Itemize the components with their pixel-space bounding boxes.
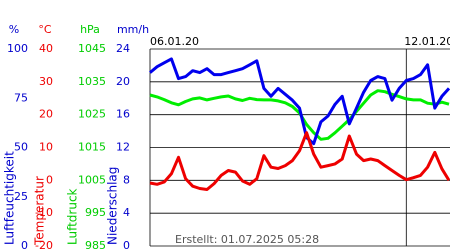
- y-tick-label: 985: [85, 239, 106, 250]
- y-tick-label: 0: [123, 239, 130, 250]
- y-tick-label: 1025: [78, 108, 106, 121]
- y-tick-label: 4: [123, 206, 130, 219]
- y-tick-label: 10: [39, 141, 53, 154]
- y-tick-label: 995: [85, 206, 106, 219]
- y-tick-label: 12: [116, 141, 130, 154]
- axis-title: Luftdruck: [66, 188, 80, 245]
- y-tick-label: 25: [14, 190, 28, 203]
- footer: Erstellt: 01.07.2025 05:28: [175, 233, 319, 246]
- y-tick-label: 20: [39, 108, 53, 121]
- y-tick-label: 24: [116, 42, 130, 55]
- x-tick-label: 12.01.20: [404, 35, 450, 48]
- axis-unit: °C: [38, 23, 52, 36]
- series-line: [149, 57, 450, 146]
- y-tick-label: 100: [7, 42, 28, 55]
- y-tick-label: 1045: [78, 42, 106, 55]
- x-tick-label: 06.01.20: [150, 35, 199, 48]
- axis-title: Niederschlag: [106, 167, 120, 245]
- y-tick-label: 40: [39, 42, 53, 55]
- series-line: [149, 131, 450, 191]
- axis-title: Temperatur: [33, 176, 47, 246]
- y-tick-label: 75: [14, 91, 28, 104]
- y-tick-label: 30: [39, 75, 53, 88]
- y-tick-label: 1035: [78, 75, 106, 88]
- axis-unit: %: [9, 23, 19, 36]
- axis-unit: hPa: [80, 23, 100, 36]
- y-tick-label: 8: [123, 173, 130, 186]
- y-tick-label: 50: [14, 141, 28, 154]
- y-tick-label: 20: [116, 75, 130, 88]
- y-tick-label: 0: [21, 239, 28, 250]
- y-tick-label: -20: [35, 239, 53, 250]
- y-tick-label: 1005: [78, 173, 106, 186]
- axis-title: Luftfeuchtigkeit: [3, 151, 17, 245]
- y-tick-label: 16: [116, 108, 130, 121]
- y-tick-label: 1015: [78, 141, 106, 154]
- y-tick-label: 0: [46, 173, 53, 186]
- axis-unit: mm/h: [117, 23, 149, 36]
- y-tick-label: -10: [35, 206, 53, 219]
